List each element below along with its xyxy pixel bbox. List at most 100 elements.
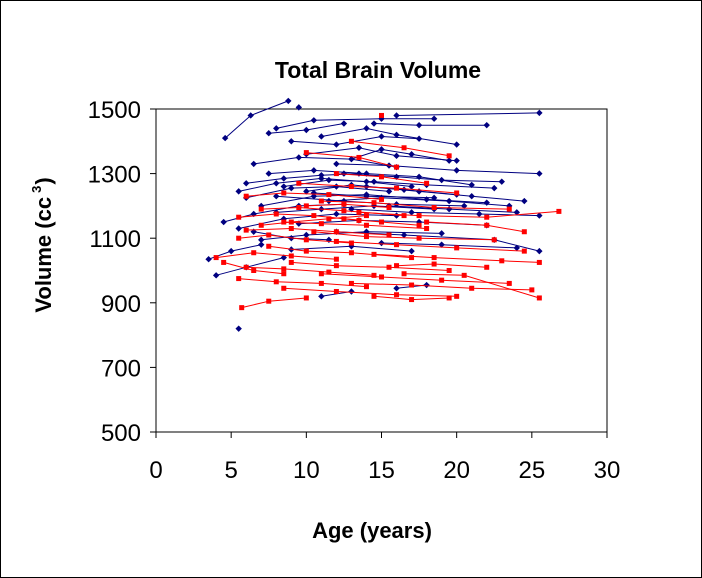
data-point-diamond [363,183,370,190]
data-point-square [386,205,392,211]
y-tick-label: 1300 [88,162,141,189]
data-point-diamond [408,151,415,158]
data-point-square [386,232,392,238]
data-point-square [461,272,467,278]
data-point-square [341,208,347,214]
data-point-diamond [415,135,423,142]
data-point-square [281,190,287,196]
trajectory-line [321,127,457,145]
data-point-square [416,235,422,241]
data-point-square [288,219,294,225]
data-point-square [303,248,309,254]
data-point-square [371,272,377,278]
data-point-square [416,222,422,228]
data-point-square [348,280,354,286]
data-point-square [371,200,377,206]
data-point-square [326,192,332,198]
data-point-square [431,261,437,267]
data-point-diamond [303,188,310,195]
data-point-square [311,229,317,235]
trajectory-line [276,118,435,129]
data-point-square [556,208,562,214]
data-point-square [213,255,219,261]
data-point-square [296,180,302,186]
data-point-diamond [536,170,543,177]
data-point-diamond [408,183,415,190]
data-point-square [363,284,369,290]
data-point-square [281,219,287,225]
data-point-square [394,164,400,170]
data-point-square [379,112,384,118]
data-point-square [521,248,527,254]
trajectory-line [343,173,502,183]
data-point-square [251,250,257,256]
data-point-diamond [483,121,490,129]
data-point-diamond [378,133,385,140]
data-point-square [303,237,309,243]
data-point-diamond [536,109,543,117]
data-point-square [281,266,287,272]
data-point-diamond [310,117,318,124]
trajectory-line [283,221,427,229]
data-point-square [416,213,422,219]
x-tick-label: 10 [293,457,320,484]
data-point-diamond [280,183,287,190]
trajectory-line [358,210,559,218]
trajectory-line [253,156,397,168]
data-point-diamond [408,209,415,216]
trajectory-line [321,200,510,210]
data-point-square [431,205,437,211]
data-point-diamond [265,170,272,177]
data-point-square [281,271,287,277]
data-point-square [379,274,384,280]
trajectory-line [336,240,525,252]
data-point-diamond [333,210,340,218]
x-tick-label: 0 [149,457,162,484]
red-series [213,112,562,311]
x-tick-label: 20 [443,457,470,484]
data-point-diamond [295,154,303,161]
data-point-diamond [513,209,520,216]
data-point-square [506,206,512,212]
data-point-square [484,222,490,228]
data-point-diamond [258,241,265,248]
data-point-square [536,295,542,301]
data-point-diamond [536,212,543,219]
data-point-diamond [265,130,272,137]
data-point-square [499,258,505,264]
data-point-square [266,243,272,249]
trajectory-line [306,147,457,162]
trajectory-line [216,252,337,260]
data-point-diamond [453,157,460,164]
chart-title: Total Brain Volume [275,57,481,83]
trajectory-line [351,282,532,291]
data-point-diamond [221,134,229,142]
data-point-diamond [318,293,325,300]
data-point-square [258,222,264,228]
data-point-square [424,219,430,225]
data-point-diamond [235,225,242,232]
data-point-diamond [385,188,393,195]
data-point-square [326,216,332,222]
data-point-square [446,268,452,273]
data-point-square [266,298,272,304]
data-point-diamond [318,133,325,140]
data-point-diamond [348,155,355,163]
trajectory-line [313,231,495,241]
data-point-square [333,171,339,177]
data-point-diamond [408,247,415,255]
data-point-square [243,264,249,270]
data-point-square [243,227,249,233]
trajectory-line [238,234,352,244]
data-point-diamond [438,176,445,184]
data-point-diamond [355,144,363,151]
trajectory-line [246,192,382,200]
data-point-diamond [227,247,235,255]
trajectory-line [366,186,525,202]
data-point-diamond [370,178,378,185]
data-point-square [239,305,245,311]
data-point-diamond [303,126,310,134]
data-point-diamond [423,281,430,289]
data-point-diamond [318,175,325,182]
